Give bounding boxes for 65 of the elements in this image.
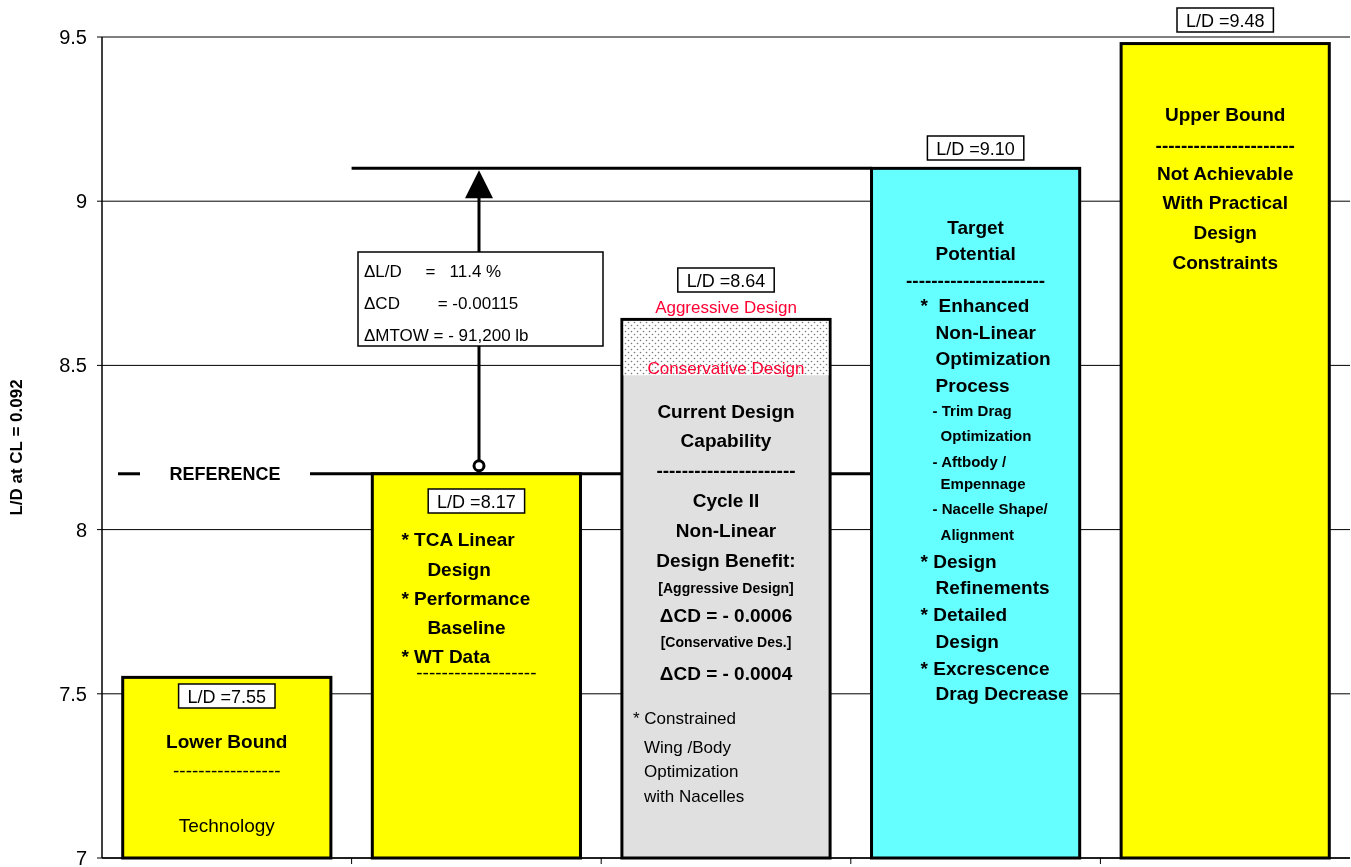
- annotation: Design: [427, 558, 491, 580]
- y-axis-title: L/D at CL = 0.092: [7, 379, 26, 516]
- annotation: ΔMTOW = - 91,200 lb: [364, 325, 529, 345]
- annotation: * WT Data: [401, 645, 491, 667]
- data-label: L/D =9.48: [1185, 11, 1265, 32]
- annotation: * Performance: [401, 587, 531, 609]
- annotation: Non-Linear: [675, 519, 777, 541]
- annotation: Wing /Body: [644, 737, 732, 757]
- annotation: ----------------------: [906, 269, 1046, 291]
- annotation: Optimization: [935, 347, 1051, 369]
- annotation: Lower Bound: [166, 730, 288, 752]
- y-tick-label: 9.5: [59, 26, 87, 48]
- annotation: ----------------------: [1155, 134, 1295, 156]
- y-tick-label: 8: [75, 518, 87, 541]
- annotation: * Excrescence: [920, 657, 1050, 679]
- y-tick-label: 7.5: [59, 682, 87, 705]
- annotation: * Constrained: [633, 708, 737, 728]
- annotation: Capability: [680, 429, 772, 451]
- annotation: Non-Linear: [935, 321, 1037, 343]
- annotation: - Aftbody /: [932, 453, 1008, 471]
- annotation: * Enhanced: [920, 294, 1030, 316]
- annotation: Cycle II: [692, 489, 760, 511]
- annotation: [Aggressive Design]: [658, 579, 794, 596]
- annotation: Potential: [935, 242, 1016, 264]
- annotation: - Trim Drag: [932, 402, 1012, 420]
- annotation: - Nacelle Shape/: [932, 500, 1049, 518]
- annotation: * TCA Linear: [401, 528, 516, 550]
- annotation: Constraints: [1172, 251, 1278, 273]
- annotation: Aggressive Design: [655, 297, 797, 317]
- annotation: Design: [935, 630, 999, 652]
- annotation: Process: [935, 374, 1010, 396]
- annotation: * Design: [920, 550, 997, 572]
- annotation: Alignment: [940, 526, 1014, 544]
- annotation: Optimization: [940, 427, 1032, 445]
- annotation: Not Achievable: [1156, 162, 1294, 184]
- annotation: -----------------: [173, 759, 281, 781]
- annotation: Technology: [178, 814, 276, 836]
- annotation: Optimization: [644, 761, 739, 781]
- y-tick-label: 9: [75, 190, 87, 213]
- annotation: Upper Bound: [1165, 103, 1286, 125]
- annotation: Drag Decrease: [935, 682, 1069, 704]
- annotation: Empennage: [940, 475, 1026, 493]
- annotation: Target: [947, 216, 1005, 238]
- annotation: ΔCD = - 0.0006: [659, 604, 793, 626]
- y-tick-label: 8.5: [59, 354, 87, 377]
- y-tick-label: 7: [75, 847, 87, 867]
- annotation: Current Design: [657, 400, 795, 422]
- annotation: Design Benefit:: [656, 549, 796, 571]
- data-label: L/D =8.17: [437, 492, 516, 513]
- ref-line-label: REFERENCE: [169, 464, 281, 485]
- annotation: ----------------------: [656, 459, 796, 481]
- annotation: With Practical: [1162, 191, 1288, 213]
- annotation: Conservative Design: [647, 358, 805, 378]
- annotation: Design: [1193, 221, 1257, 243]
- annotation: * Detailed: [920, 603, 1008, 625]
- annotation: ΔCD = -0.00115: [364, 293, 519, 313]
- annotation: ΔL/D = 11.4 %: [364, 261, 502, 281]
- annotation: ΔCD = - 0.0004: [659, 662, 793, 684]
- data-label: L/D =9.10: [936, 139, 1015, 160]
- data-label: L/D =7.55: [187, 687, 267, 708]
- annotation: with Nacelles: [643, 786, 745, 806]
- data-label: L/D =8.64: [686, 271, 766, 292]
- annotation: Baseline: [427, 616, 506, 638]
- annotation: Refinements: [935, 576, 1050, 598]
- annotation: [Conservative Des.]: [660, 633, 792, 650]
